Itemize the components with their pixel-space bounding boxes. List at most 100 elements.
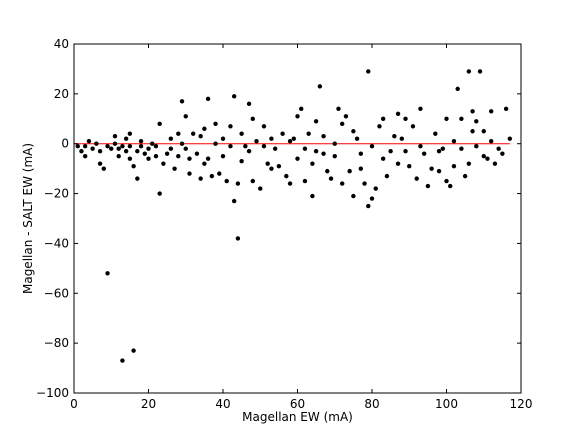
data-point [179, 99, 185, 104]
data-point [489, 139, 494, 144]
data-point [269, 166, 274, 171]
data-point [395, 111, 401, 117]
data-point [503, 106, 509, 112]
data-point [138, 139, 144, 144]
data-point [358, 166, 364, 171]
data-point [161, 161, 166, 166]
data-point [176, 131, 181, 136]
data-point [395, 161, 401, 166]
data-point [153, 153, 159, 159]
data-point [347, 168, 352, 174]
data-point [507, 136, 513, 141]
data-point [474, 144, 479, 149]
data-point [272, 146, 278, 151]
data-point [369, 196, 375, 201]
y-axis-ticks: 40 20 0 −20 −40 −60 −80 −100 [36, 37, 521, 400]
data-point [112, 134, 118, 139]
data-point [150, 141, 155, 146]
data-point [127, 131, 133, 136]
data-point [94, 141, 99, 146]
x-axis-ticks: 0 20 40 60 80 100 120 [70, 44, 532, 411]
data-point [101, 166, 107, 171]
data-point [231, 198, 237, 204]
data-point [392, 134, 397, 139]
data-point [440, 146, 445, 151]
data-point [205, 96, 211, 102]
data-point [451, 163, 457, 169]
data-point [433, 131, 438, 136]
data-point [280, 131, 285, 136]
data-point [269, 136, 274, 141]
data-point [466, 69, 472, 74]
data-point [407, 163, 412, 169]
data-point [205, 156, 211, 161]
data-point [481, 129, 486, 134]
data-point [492, 161, 498, 166]
data-point [399, 136, 404, 141]
y-tick-label: 20 [54, 87, 69, 101]
x-axis-label: Magellan EW (mA) [242, 410, 353, 424]
data-point [235, 181, 241, 186]
y-axis-label: Magellan - SALT EW (mA) [21, 143, 35, 294]
data-point [131, 163, 136, 169]
data-point [168, 136, 174, 141]
data-point [131, 348, 136, 353]
data-point [86, 139, 92, 144]
data-point [321, 134, 326, 139]
data-point [120, 358, 125, 363]
data-point [459, 116, 464, 121]
x-tick-label: 60 [290, 397, 305, 411]
data-point [220, 153, 226, 159]
data-point [235, 236, 241, 241]
data-point [187, 156, 192, 161]
data-point [127, 144, 133, 149]
data-point [477, 69, 483, 74]
data-point [209, 173, 215, 179]
data-point [354, 136, 360, 141]
data-point [194, 151, 200, 156]
data-point [120, 144, 125, 149]
data-point [105, 144, 110, 149]
data-point [474, 119, 479, 124]
y-tick-label: −20 [44, 187, 69, 201]
data-point [146, 146, 151, 151]
data-point [436, 148, 442, 154]
x-tick-label: 80 [364, 397, 379, 411]
data-point [250, 178, 255, 184]
data-point [112, 141, 118, 146]
x-tick-label: 0 [70, 397, 78, 411]
data-point [261, 124, 267, 129]
data-point [340, 181, 345, 186]
data-point [228, 124, 233, 129]
data-point [284, 173, 289, 179]
data-point [373, 186, 378, 191]
data-point [164, 151, 170, 156]
data-point [243, 144, 248, 149]
data-point [414, 176, 419, 181]
data-point [444, 116, 449, 121]
data-point [127, 156, 133, 161]
data-point [462, 173, 468, 179]
data-point [358, 151, 364, 156]
data-point [500, 151, 505, 156]
data-point [496, 146, 501, 151]
data-point [123, 136, 129, 141]
data-point [198, 176, 203, 181]
data-point [317, 84, 323, 89]
data-point [410, 124, 416, 129]
data-point [75, 144, 80, 149]
data-point [362, 181, 367, 186]
data-point [246, 148, 252, 154]
data-point [343, 114, 349, 119]
data-point [239, 131, 244, 136]
data-point [228, 144, 233, 149]
data-point [485, 156, 490, 161]
data-point [261, 144, 267, 149]
data-point [250, 116, 255, 121]
data-point [153, 144, 159, 149]
data-point [313, 119, 319, 124]
data-point [351, 193, 356, 199]
data-point [287, 139, 293, 144]
data-point [455, 86, 460, 92]
